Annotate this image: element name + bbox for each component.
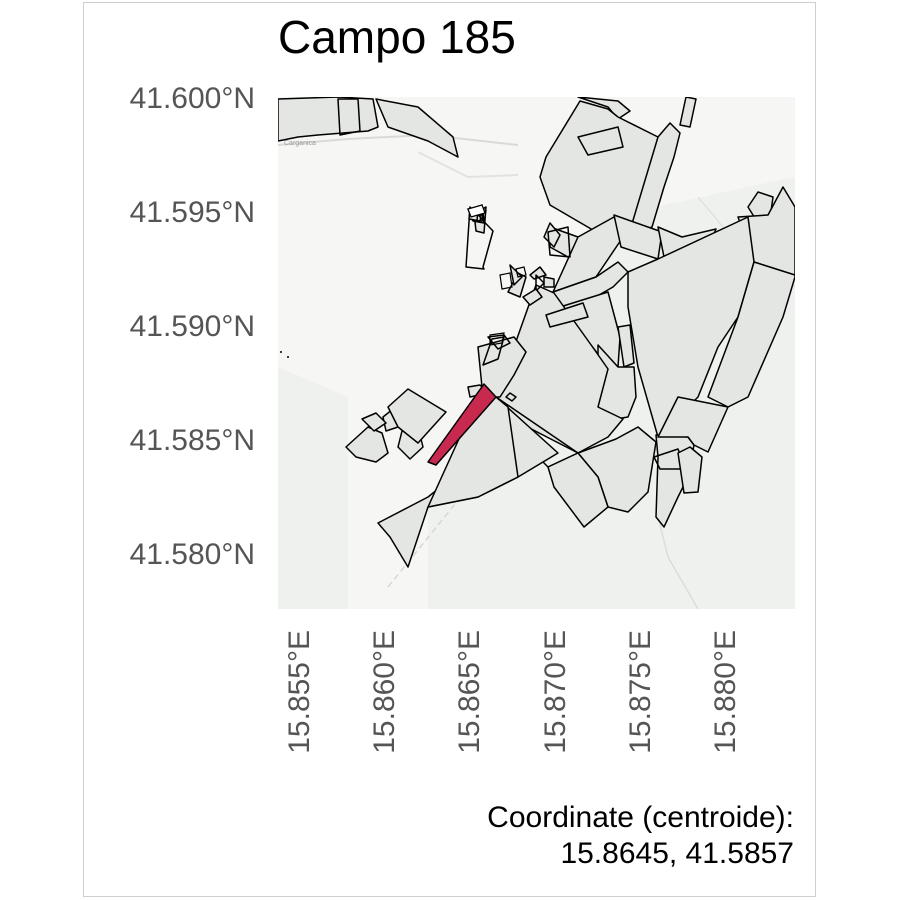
parcel (482, 336, 505, 366)
road (277, 133, 519, 146)
parcel (489, 332, 505, 346)
map-panel: Carganica (277, 96, 796, 610)
y-tick-label: 41.600°N (129, 82, 255, 115)
road (657, 516, 699, 610)
parcel (499, 272, 513, 290)
parcel (361, 412, 387, 432)
x-tick-label: 15.860°E (368, 630, 401, 754)
parcel (277, 96, 379, 142)
y-tick-label: 41.595°N (129, 196, 255, 229)
parcel (543, 276, 555, 288)
parcel (467, 204, 486, 218)
parcel (679, 96, 697, 128)
map-title: Campo 185 (278, 11, 516, 63)
x-tick-label: 15.855°E (283, 630, 316, 754)
x-tick-label: 15.880°E (709, 630, 742, 754)
parcel (545, 302, 589, 328)
x-tick-label: 15.870°E (539, 630, 572, 754)
basemap-place-label: Carganica (284, 140, 316, 147)
parcel (677, 446, 703, 494)
road (417, 151, 519, 179)
parcel (543, 222, 561, 248)
y-tick-label: 41.590°N (129, 310, 255, 343)
point-marker (287, 356, 289, 358)
centroid-caption: Coordinate (centroide): 15.8645, 41.5857 (487, 800, 794, 872)
basemap-green-area (278, 367, 348, 609)
parcel (529, 266, 547, 280)
parcel (505, 392, 517, 402)
parcel (387, 388, 447, 444)
parcel (345, 426, 389, 463)
parcel (337, 98, 361, 136)
railway (387, 346, 574, 588)
point-marker (280, 351, 282, 353)
parcel (535, 274, 545, 292)
parcel (522, 288, 543, 306)
parcel (547, 452, 609, 528)
parcel (547, 226, 571, 258)
y-tick-label: 41.585°N (129, 424, 255, 457)
parcel (577, 126, 624, 156)
caption-line: Coordinate (centroide): (487, 801, 794, 834)
y-tick-label: 41.580°N (129, 538, 255, 571)
parcel (577, 96, 631, 120)
parcel (515, 266, 527, 278)
parcel (465, 206, 494, 270)
parcel (627, 216, 755, 438)
caption-coordinates: 15.8645, 41.5857 (560, 837, 794, 870)
x-tick-label: 15.875°E (624, 630, 657, 754)
highlighted-parcel (427, 383, 497, 466)
parcel (375, 98, 459, 158)
basemap-svg: Carganica (277, 96, 796, 610)
plot-frame (83, 2, 816, 897)
parcels-layer (277, 96, 796, 568)
parcel (487, 334, 511, 350)
x-tick-label: 15.865°E (453, 630, 486, 754)
parcel (552, 216, 624, 293)
parcel (617, 324, 635, 368)
parcel (657, 396, 729, 453)
